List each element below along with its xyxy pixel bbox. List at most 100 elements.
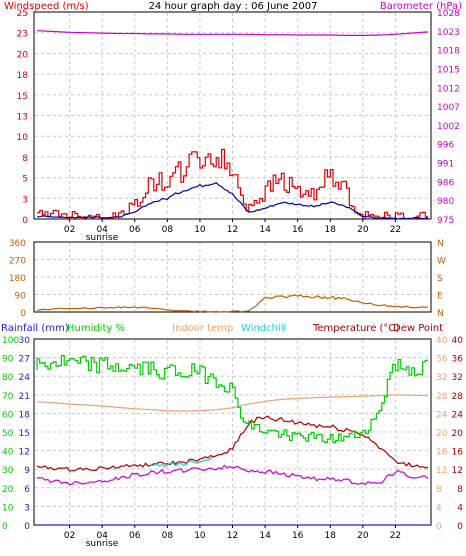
baro-y-tick: 1012 [437, 84, 460, 94]
x-tick-label: 10 [194, 225, 206, 235]
humidity-y-tick: 60 [2, 410, 14, 420]
temperature-y-tick: 8 [457, 485, 463, 495]
x-tick-label: 14 [259, 225, 271, 235]
temperature-y-tick: 24 [452, 410, 464, 420]
temperature-y-tick: 0 [457, 522, 463, 532]
indoor-temp-y-tick: 12 [436, 466, 447, 476]
humidity-y-tick: 100 [2, 336, 19, 346]
compass-tick: E [437, 292, 443, 302]
x-tick-label: 22 [390, 225, 401, 235]
x-tick-label: 12 [227, 531, 238, 541]
rain-y-tick: 0 [24, 522, 30, 532]
humidity-y-tick: 80 [2, 373, 14, 383]
indoor-temp-y-tick: 20 [436, 429, 448, 439]
baro-y-tick: 975 [437, 216, 454, 226]
compass-tick: N [437, 239, 444, 249]
rain-y-tick: 12 [19, 448, 30, 458]
baro-y-tick: 1002 [437, 122, 460, 132]
wind-average-line [37, 181, 429, 220]
rain-y-tick: 3 [24, 503, 30, 513]
legend-rainfall: Rainfall (mm) [1, 323, 69, 334]
x-tick-label: 04 [96, 531, 108, 541]
indoor-temp-line [36, 394, 429, 412]
baro-y-tick: 1028 [437, 9, 460, 19]
barometer-axis-title: Barometer (hPa) [380, 1, 462, 12]
direction-panel [33, 241, 432, 313]
rain-y-tick: 24 [19, 373, 31, 383]
indoor-temp-y-tick: 8 [436, 485, 442, 495]
baro-y-tick: 980 [437, 197, 454, 207]
x-tick-label: 10 [194, 531, 206, 541]
temperature-line [36, 415, 429, 472]
x-tick-label: 18 [325, 225, 337, 235]
temperature-y-tick: 12 [452, 466, 463, 476]
legend-windchill: Windchill [241, 323, 286, 334]
x-tick-label: 02 [64, 225, 75, 235]
rain-y-tick: 6 [24, 485, 30, 495]
legend-temperature: Temperature (°C) [312, 323, 399, 334]
x-tick-label: 08 [162, 225, 174, 235]
indoor-temp-y-tick: 16 [436, 448, 448, 458]
humidity-y-tick: 10 [2, 503, 14, 513]
x-tick-label: 02 [64, 531, 75, 541]
rain-y-tick: 30 [19, 336, 31, 346]
indoor-temp-y-tick: 40 [436, 336, 448, 346]
wind-y-tick: 13 [17, 113, 28, 123]
compass-tick: N [437, 309, 444, 319]
sunrise-label-wind: sunrise [86, 233, 119, 243]
legend-dew-point: Dew Point [393, 323, 443, 334]
direction-y-tick: 360 [9, 239, 26, 249]
x-tick-label: 06 [129, 225, 141, 235]
x-tick-label: 20 [357, 225, 369, 235]
indoor-temp-y-tick: 28 [436, 392, 448, 402]
baro-y-tick: 1018 [437, 47, 460, 57]
rain-y-tick: 21 [19, 392, 30, 402]
humidity-line [36, 355, 428, 444]
graph-title: 24 hour graph day : 06 June 2007 [149, 1, 318, 12]
humidity-y-tick: 70 [2, 392, 14, 402]
dew-point-line [36, 464, 429, 486]
direction-y-tick: 270 [9, 257, 26, 267]
x-tick-label: 16 [292, 531, 304, 541]
humidity-y-tick: 20 [2, 485, 14, 495]
wind-y-tick: 10 [17, 133, 29, 143]
legend-indoor-temp: Indoor temp [172, 323, 233, 334]
baro-y-tick: 1015 [437, 65, 460, 75]
direction-y-tick: 180 [9, 274, 26, 284]
x-tick-label: 08 [162, 531, 174, 541]
indoor-temp-y-tick: 24 [436, 410, 448, 420]
windchill-line [150, 456, 214, 468]
baro-y-tick: 1007 [437, 103, 460, 113]
wind-y-tick: 0 [22, 216, 28, 226]
x-tick-label: 14 [259, 531, 271, 541]
humidity-y-tick: 50 [2, 429, 14, 439]
x-tick-label: 16 [292, 225, 304, 235]
temperature-y-tick: 40 [452, 336, 464, 346]
wind-y-tick: 25 [17, 9, 28, 19]
sunrise-label-temp: sunrise [86, 539, 119, 549]
indoor-temp-y-tick: 36 [436, 355, 448, 365]
x-tick-label: 12 [227, 225, 238, 235]
humidity-y-tick: 30 [2, 466, 14, 476]
compass-tick: W [437, 257, 446, 267]
indoor-temp-y-tick: 4 [436, 503, 442, 513]
legend-humidity: Humidity % [67, 323, 125, 334]
direction-y-tick: 0 [20, 309, 26, 319]
wind-y-tick: 15 [17, 92, 28, 102]
indoor-temp-y-tick: 32 [436, 373, 447, 383]
baro-y-tick: 1023 [437, 28, 460, 38]
humidity-y-tick: 0 [2, 522, 8, 532]
baro-y-tick: 986 [437, 178, 454, 188]
x-tick-label: 20 [357, 531, 369, 541]
x-tick-label: 22 [390, 531, 401, 541]
direction-y-tick: 90 [15, 292, 27, 302]
compass-tick: S [437, 274, 443, 284]
rain-y-tick: 18 [19, 410, 31, 420]
temperature-y-tick: 32 [452, 373, 463, 383]
rain-y-tick: 15 [19, 429, 30, 439]
indoor-temp-y-tick: 0 [436, 522, 442, 532]
baro-y-tick: 991 [437, 160, 454, 170]
wind-y-tick: 5 [22, 175, 28, 185]
wind-direction-line [36, 294, 429, 313]
